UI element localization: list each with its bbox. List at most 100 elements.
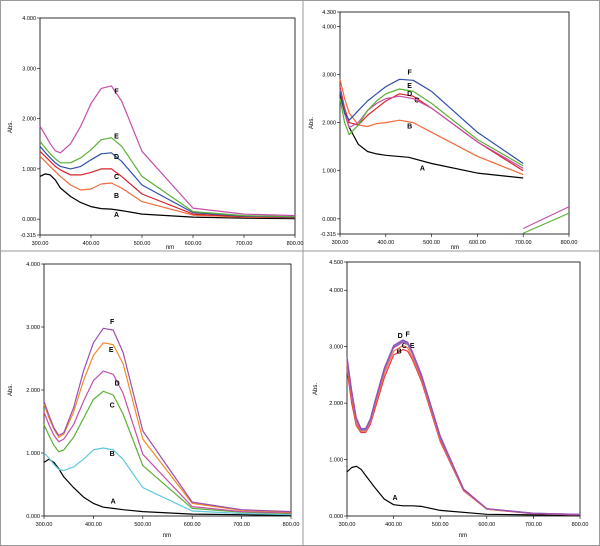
series-line-F <box>39 85 296 217</box>
x-tick-label: 700.00 <box>233 522 250 528</box>
series-line-E <box>43 342 292 513</box>
series-line-B <box>43 447 292 516</box>
y-tick-label: 4.300 <box>322 10 336 16</box>
series-line-C <box>43 390 292 515</box>
series-label-A: A <box>420 166 425 173</box>
series-label-F: F <box>114 88 119 95</box>
series-line-C <box>39 150 296 219</box>
series-label-B: B <box>114 193 119 200</box>
series-line-A <box>43 458 292 516</box>
series-label-A: A <box>111 498 116 505</box>
series-label-F: F <box>405 332 410 339</box>
series-label-A: A <box>114 212 119 219</box>
series-line-B <box>339 79 524 176</box>
y-tick-label: -0.315 <box>320 232 336 238</box>
y-tick-label: 4.000 <box>322 24 336 30</box>
y-tick-label: 2.000 <box>22 117 36 123</box>
y-tick-label: 2.000 <box>26 388 40 394</box>
x-tick-label: 700.00 <box>236 241 253 247</box>
x-tick-label: 500.00 <box>423 240 440 246</box>
series-label-E: E <box>109 347 114 354</box>
series-label-F: F <box>407 70 412 77</box>
y-tick-label: 2.000 <box>322 121 336 127</box>
x-tick-label: 500.00 <box>134 241 151 247</box>
series-line-D <box>39 145 296 218</box>
series-label-D: D <box>398 333 403 340</box>
series-label-C: C <box>110 403 115 410</box>
x-tick-label: 400.00 <box>377 240 394 246</box>
y-tick-label: 1.000 <box>26 451 40 457</box>
x-tick-label: 800.00 <box>287 241 304 247</box>
series-line-F <box>43 327 292 513</box>
y-axis-label: Abs. <box>313 383 319 395</box>
y-tick-label: 2.000 <box>329 401 343 407</box>
x-axis-label: nm <box>459 533 467 539</box>
x-tick-label: 500.00 <box>134 522 151 528</box>
x-tick-label: 600.00 <box>469 240 486 246</box>
y-tick-label: -0.315 <box>20 233 36 239</box>
y-tick-label: 1.000 <box>322 169 336 175</box>
x-tick-label: 600.00 <box>478 522 495 528</box>
x-tick-label: 600.00 <box>185 241 202 247</box>
y-axis-label: Abs. <box>8 384 14 396</box>
y-tick-label: 3.000 <box>322 73 336 79</box>
series-label-F: F <box>110 319 115 326</box>
x-tick-label: 600.00 <box>184 522 201 528</box>
y-tick-label: 4.000 <box>22 16 36 22</box>
x-axis-label: nm <box>163 533 171 539</box>
x-tick-label: 700.00 <box>515 240 532 246</box>
series-label-A: A <box>392 495 397 502</box>
series-label-E: E <box>407 83 412 90</box>
series-label-B: B <box>407 123 412 130</box>
plot-frame <box>339 11 570 235</box>
y-tick-label: 1.000 <box>329 458 343 464</box>
x-tick-label: 300.00 <box>36 522 53 528</box>
x-axis-label: nm <box>451 245 459 251</box>
series-line-F <box>339 78 524 164</box>
series-line-E <box>339 88 524 167</box>
x-tick-label: 400.00 <box>83 241 100 247</box>
plot-frame <box>346 261 581 517</box>
panel-bottom-left: Abs. nm 300.00 400.00 500.00 600.00 700.00 80… <box>8 262 299 539</box>
series-line-tail <box>522 212 570 234</box>
series-label-C: C <box>402 343 407 350</box>
y-tick-label: 4.000 <box>26 262 40 268</box>
y-tick-label: 0.000 <box>22 217 36 223</box>
series-line-A <box>346 465 581 516</box>
y-axis-label: Abs. <box>8 121 14 133</box>
series-label-E: E <box>114 134 119 141</box>
x-tick-label: 300.00 <box>32 241 49 247</box>
series-line-F <box>346 339 581 515</box>
panel-top-left: Abs. nm 300.00 400.00 500.00 600.00 700.00 80… <box>8 16 303 251</box>
y-tick-label: 3.000 <box>22 66 36 72</box>
series-label-D: D <box>114 154 119 161</box>
panel-top-right: Abs. nm 300.00 400.00 500.00 600.00 700.00 80… <box>309 10 577 251</box>
y-axis-label: Abs. <box>309 117 315 129</box>
y-tick-label: 4.500 <box>329 260 343 266</box>
series-line-tail <box>522 206 570 229</box>
x-tick-label: 800.00 <box>561 240 578 246</box>
x-tick-label: 400.00 <box>385 522 402 528</box>
x-axis-label: nm <box>166 245 174 251</box>
y-tick-label: 3.000 <box>329 345 343 351</box>
series-label-B: B <box>397 348 402 355</box>
series-label-C: C <box>114 174 119 181</box>
x-tick-label: 400.00 <box>85 522 102 528</box>
series-line-D <box>43 370 292 514</box>
y-tick-label: 0.000 <box>329 514 343 520</box>
x-tick-label: 300.00 <box>332 240 349 246</box>
x-tick-label: 700.00 <box>525 522 542 528</box>
series-line-E <box>39 137 296 218</box>
series-label-E: E <box>410 343 415 350</box>
x-tick-label: 800.00 <box>283 522 300 528</box>
y-tick-label: 0.000 <box>26 514 40 520</box>
series-line-B <box>39 155 296 219</box>
series-label-B: B <box>110 451 115 458</box>
y-tick-label: 4.000 <box>329 288 343 294</box>
x-tick-label: 300.00 <box>339 522 356 528</box>
series-line-D <box>339 88 524 169</box>
panel-bottom-right: Abs. nm 300.00 400.00 500.00 600.00 700.00 80… <box>313 260 588 539</box>
series-label-D: D <box>407 91 412 98</box>
series-label-D: D <box>115 381 120 388</box>
